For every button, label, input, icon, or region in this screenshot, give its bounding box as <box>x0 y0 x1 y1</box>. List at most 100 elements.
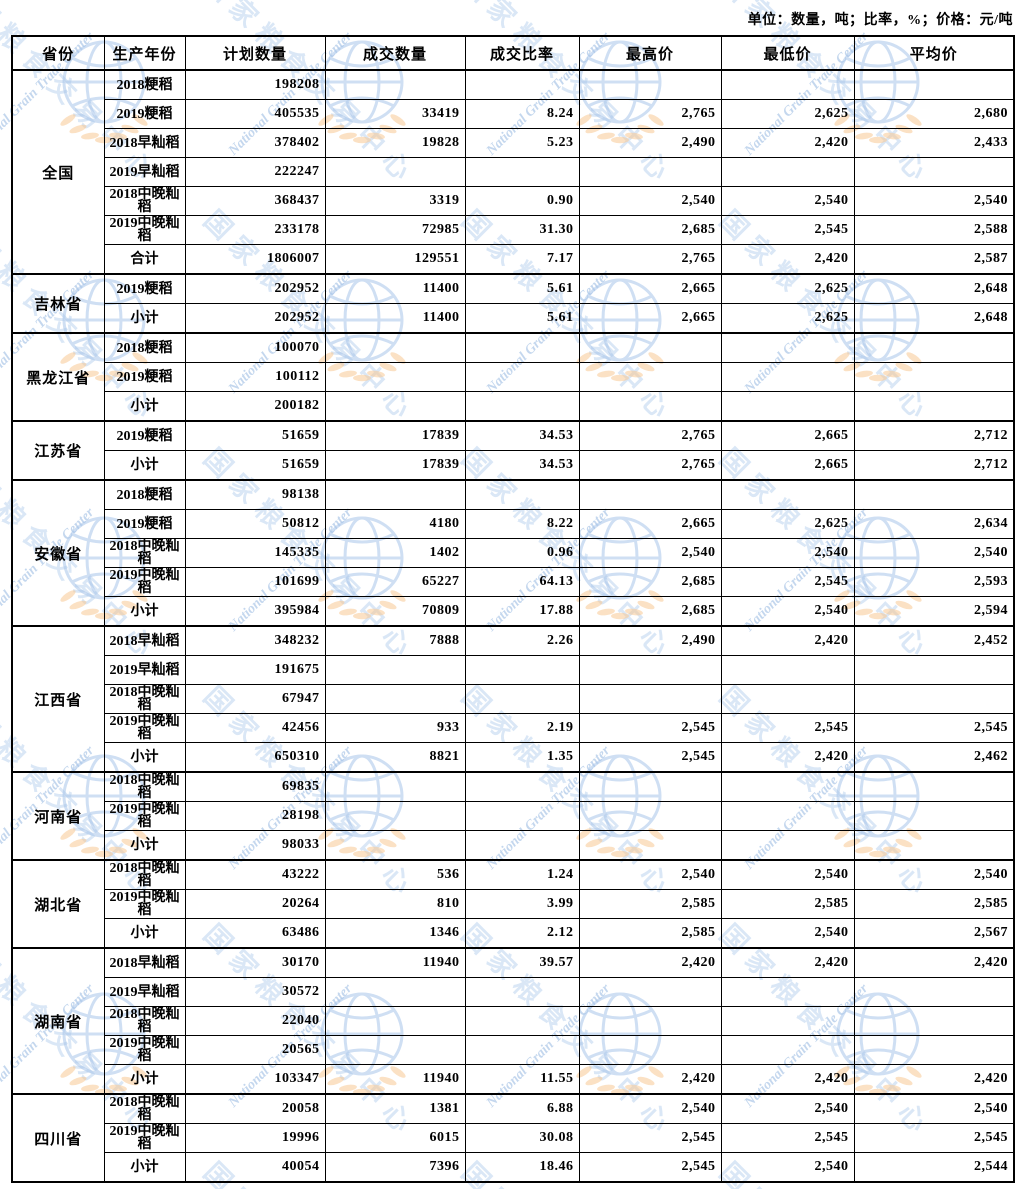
year-cell: 2019粳稻 <box>103 99 186 129</box>
trade-ratio-cell: 64.13 <box>464 567 580 597</box>
province-cell: 湖北省 <box>11 859 105 949</box>
planned-qty-cell: 20058 <box>184 1093 326 1124</box>
planned-qty-cell: 98138 <box>184 479 326 510</box>
table-row: 吉林省 2019粳稻 202952 11400 5.61 2,665 2,625 2,648 <box>11 273 1015 334</box>
avg-price-cell <box>853 332 1015 363</box>
trade-ratio-cell: 3.99 <box>464 889 580 919</box>
high-price-cell <box>578 362 722 392</box>
planned-qty-cell: 222247 <box>184 157 326 187</box>
high-price-cell: 2,540 <box>578 538 722 568</box>
planned-qty-cell: 40054 <box>184 1152 326 1183</box>
year-cell: 2018早籼稻 <box>103 128 186 158</box>
table-row: 2019中晚籼稻 28198 <box>12 801 1015 831</box>
year-cell: 小计 <box>103 830 186 861</box>
header-row: 省份 生产年份 计划数量 成交数量 成交比率 最高价 最低价 平均价 <box>11 35 1015 71</box>
trade-ratio-cell <box>464 332 580 363</box>
column-header-1: 生产年份 <box>103 35 186 71</box>
planned-qty-cell: 100070 <box>184 332 326 363</box>
year-cell: 2018粳稻 <box>103 479 186 510</box>
year-cell: 合计 <box>103 244 186 275</box>
high-price-cell: 2,545 <box>578 1123 722 1153</box>
year-cell: 2019粳稻 <box>103 420 186 451</box>
trade-ratio-cell: 2.26 <box>464 625 580 656</box>
traded-qty-cell <box>324 362 466 392</box>
avg-price-cell: 2,567 <box>853 918 1015 949</box>
high-price-cell: 2,540 <box>578 859 722 890</box>
trade-ratio-cell: 1.35 <box>464 742 580 773</box>
high-price-cell: 2,490 <box>578 128 722 158</box>
low-price-cell: 2,545 <box>720 567 855 597</box>
low-price-cell <box>720 479 855 510</box>
planned-qty-cell: 19996 <box>184 1123 326 1153</box>
high-price-cell <box>578 157 722 187</box>
table-row: 小计 395984 70809 17.88 2,685 2,540 2,594 <box>12 596 1015 627</box>
trade-ratio-cell <box>464 1006 580 1036</box>
high-price-cell <box>578 1035 722 1065</box>
low-price-cell <box>720 801 855 831</box>
high-price-cell: 2,545 <box>578 742 722 773</box>
low-price-cell: 2,540 <box>720 538 855 568</box>
trade-ratio-cell <box>464 391 580 422</box>
table-row: 合计 1806007 129551 7.17 2,765 2,420 2,587 <box>12 244 1015 275</box>
year-cell: 小计 <box>103 1152 186 1183</box>
avg-price-cell: 2,420 <box>853 947 1015 978</box>
low-price-cell <box>720 362 855 392</box>
trade-ratio-cell <box>464 801 580 831</box>
traded-qty-cell: 536 <box>324 859 466 890</box>
avg-price-cell <box>853 1006 1015 1036</box>
avg-price-cell: 2,420 <box>853 1064 1015 1095</box>
planned-qty-cell: 191675 <box>184 655 326 685</box>
year-cell: 2019早籼稻 <box>103 655 186 685</box>
traded-qty-cell: 11940 <box>324 947 466 978</box>
planned-qty-cell: 20264 <box>184 889 326 919</box>
high-price-cell <box>578 977 722 1007</box>
trade-ratio-cell: 5.61 <box>464 273 580 304</box>
avg-price-cell: 2,545 <box>853 1123 1015 1153</box>
traded-qty-cell: 17839 <box>324 450 466 481</box>
table-row: 河南省 2018中晚籼稻 69835 <box>11 771 1015 861</box>
year-cell: 2018早籼稻 <box>103 947 186 978</box>
trade-ratio-cell <box>464 1035 580 1065</box>
table-row: 小计 202952 11400 5.61 2,665 2,625 2,648 <box>12 303 1015 334</box>
traded-qty-cell: 11400 <box>324 273 466 304</box>
planned-qty-cell: 28198 <box>184 801 326 831</box>
low-price-cell <box>720 684 855 714</box>
year-cell: 小计 <box>103 1064 186 1095</box>
trade-ratio-cell: 0.96 <box>464 538 580 568</box>
avg-price-cell: 2,585 <box>853 889 1015 919</box>
grain-trade-table: 省份 生产年份 计划数量 成交数量 成交比率 最高价 最低价 平均价 全国 2018粳稻 1982… <box>11 35 1015 1183</box>
table-row: 黑龙江省 2018粳稻 100070 <box>11 332 1015 422</box>
trade-ratio-cell: 8.22 <box>464 509 580 539</box>
avg-price-cell: 2,462 <box>853 742 1015 773</box>
low-price-cell: 2,625 <box>720 273 855 304</box>
year-cell: 2019中晚籼稻 <box>103 713 186 743</box>
year-cell: 2019早籼稻 <box>103 977 186 1007</box>
column-header-4: 成交比率 <box>464 35 580 71</box>
low-price-cell <box>720 771 855 802</box>
planned-qty-cell: 200182 <box>184 391 326 422</box>
planned-qty-cell: 103347 <box>184 1064 326 1095</box>
planned-qty-cell: 43222 <box>184 859 326 890</box>
traded-qty-cell <box>324 830 466 861</box>
year-cell: 小计 <box>103 742 186 773</box>
traded-qty-cell: 129551 <box>324 244 466 275</box>
high-price-cell <box>578 69 722 100</box>
avg-price-cell: 2,540 <box>853 1093 1015 1124</box>
low-price-cell: 2,625 <box>720 99 855 129</box>
avg-price-cell <box>853 69 1015 100</box>
trade-ratio-cell: 17.88 <box>464 596 580 627</box>
traded-qty-cell <box>324 479 466 510</box>
year-cell: 小计 <box>103 596 186 627</box>
low-price-cell: 2,625 <box>720 303 855 334</box>
low-price-cell <box>720 157 855 187</box>
traded-qty-cell: 65227 <box>324 567 466 597</box>
high-price-cell: 2,490 <box>578 625 722 656</box>
column-header-2: 计划数量 <box>184 35 326 71</box>
table-row: 湖北省 2018中晚籼稻 43222 536 1.24 2,540 2,540 2,540 <box>11 859 1015 949</box>
planned-qty-cell: 20565 <box>184 1035 326 1065</box>
year-cell: 2018中晚籼稻 <box>103 538 186 568</box>
province-cell: 全国 <box>11 69 105 275</box>
year-cell: 2018粳稻 <box>103 332 186 363</box>
traded-qty-cell: 11940 <box>324 1064 466 1095</box>
planned-qty-cell: 51659 <box>184 450 326 481</box>
